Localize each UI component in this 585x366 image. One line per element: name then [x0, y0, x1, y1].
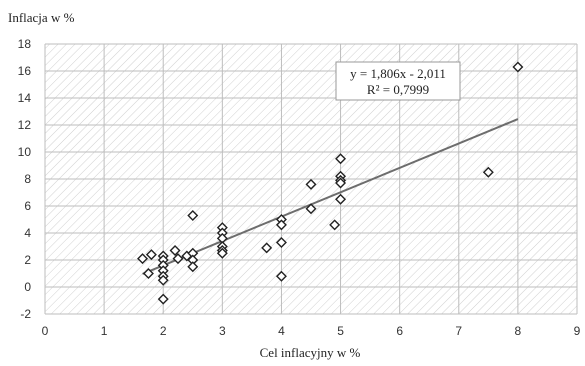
data-point	[482, 166, 494, 178]
y-tick-label: 12	[18, 118, 32, 132]
x-tick-label: 6	[396, 324, 403, 338]
data-point	[275, 236, 287, 248]
data-point	[137, 253, 149, 265]
data-point	[187, 261, 199, 273]
data-point	[145, 249, 157, 261]
x-tick-label: 9	[574, 324, 581, 338]
data-point	[335, 153, 347, 165]
x-axis-ticks: 0 1 2 3 4 5 6 7 8 9	[42, 324, 581, 338]
y-axis-ticks: -2 0 2 4 6 8 10 12 14 16 18	[18, 37, 32, 321]
y-tick-label: 16	[18, 64, 32, 78]
gridlines	[44, 43, 578, 315]
r-squared-label: R² = 0,7999	[367, 82, 429, 97]
y-tick-label: 8	[24, 172, 31, 186]
x-tick-label: 8	[515, 324, 522, 338]
data-point	[329, 219, 341, 231]
y-tick-label: 10	[18, 145, 32, 159]
data-point	[275, 219, 287, 231]
y-tick-label: 2	[24, 253, 31, 267]
trendline-equation: y = 1,806x - 2,011	[350, 66, 446, 81]
x-tick-label: 4	[278, 324, 285, 338]
y-tick-label: -2	[20, 307, 31, 321]
data-point	[261, 242, 273, 254]
data-point	[142, 268, 154, 279]
data-point	[512, 61, 524, 73]
trendline	[142, 118, 519, 275]
x-tick-label: 1	[101, 324, 108, 338]
y-tick-label: 18	[18, 37, 32, 51]
data-point	[335, 193, 347, 205]
data-point	[335, 177, 347, 189]
y-tick-label: 4	[24, 226, 31, 240]
x-tick-label: 7	[455, 324, 462, 338]
y-tick-label: 14	[18, 91, 32, 105]
data-point	[157, 274, 169, 286]
data-point	[305, 203, 317, 215]
data-point	[216, 247, 228, 259]
x-tick-label: 5	[337, 324, 344, 338]
x-tick-label: 2	[160, 324, 167, 338]
data-point	[169, 245, 181, 257]
x-tick-label: 3	[219, 324, 226, 338]
data-points	[137, 61, 524, 305]
y-tick-label: 0	[24, 280, 31, 294]
data-point	[275, 270, 287, 282]
y-axis-label: Inflacja w %	[8, 10, 75, 25]
data-point	[172, 253, 184, 265]
equation-box: y = 1,806x - 2,011 R² = 0,7999	[335, 61, 461, 101]
x-tick-label: 0	[42, 324, 49, 338]
data-point	[305, 178, 317, 190]
data-point	[157, 293, 169, 305]
y-tick-label: 6	[24, 199, 31, 213]
data-point	[187, 209, 199, 221]
x-axis-label: Cel inflacyjny w %	[260, 345, 361, 360]
